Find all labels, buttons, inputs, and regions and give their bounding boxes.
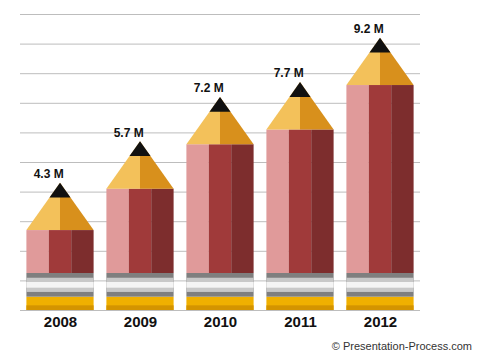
svg-text:7.7 M: 7.7 M	[274, 66, 304, 80]
svg-text:2008: 2008	[44, 313, 77, 330]
html-text:© Presentation-Process.com: © Presentation-Process.com	[331, 340, 472, 352]
svg-text:9.2 M: 9.2 M	[354, 22, 384, 36]
svg-text:2010: 2010	[204, 313, 237, 330]
svg-text:5.7 M: 5.7 M	[114, 126, 144, 140]
svg-text:4.3 M: 4.3 M	[34, 167, 64, 181]
svg-text:2011: 2011	[284, 313, 317, 330]
svg-text:2009: 2009	[124, 313, 157, 330]
svg-text:2012: 2012	[364, 313, 397, 330]
svg-text:7.2 M: 7.2 M	[194, 81, 224, 95]
